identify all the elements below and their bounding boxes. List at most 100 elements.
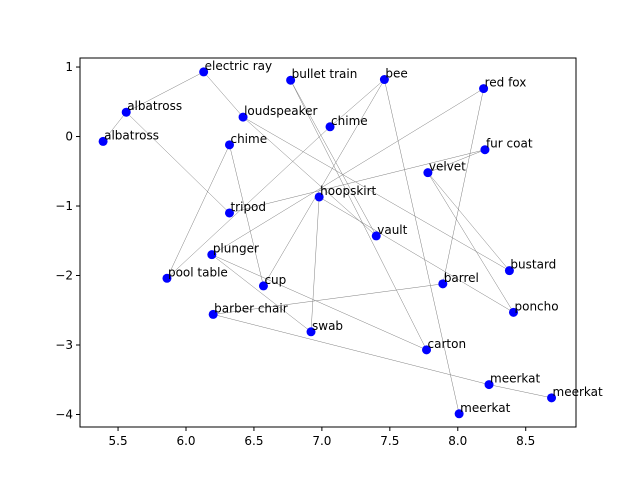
data-point <box>121 107 131 117</box>
data-point <box>98 136 108 146</box>
data-point <box>422 345 432 355</box>
y-tick-label: −1 <box>55 199 73 213</box>
data-point <box>479 84 489 94</box>
data-point <box>325 122 335 132</box>
data-point <box>423 168 433 178</box>
data-point <box>258 281 268 291</box>
data-point <box>379 75 389 85</box>
point-label: fur coat <box>486 137 533 151</box>
data-point <box>306 327 316 337</box>
point-label: chime <box>230 132 267 146</box>
point-label: albatross <box>127 99 182 113</box>
point-label: pool table <box>168 265 228 279</box>
edge-line <box>310 196 320 332</box>
edge-line <box>290 80 427 350</box>
data-point <box>480 145 490 155</box>
data-point <box>454 409 464 419</box>
data-point <box>314 192 324 202</box>
data-point <box>208 309 218 319</box>
x-tick-label: 6.0 <box>176 434 195 448</box>
point-label: albatross <box>104 128 159 142</box>
data-point <box>199 67 209 77</box>
x-tick-label: 7.5 <box>380 434 399 448</box>
point-layer <box>98 67 557 419</box>
point-label: barrel <box>444 271 479 285</box>
edge-line <box>166 126 331 279</box>
x-tick-label: 6.5 <box>244 434 263 448</box>
edge-line <box>102 112 127 142</box>
point-label: plunger <box>213 242 259 256</box>
y-tick-label: −4 <box>55 407 73 421</box>
edge-line <box>211 254 312 332</box>
data-point <box>504 266 514 276</box>
edge-line <box>166 144 230 279</box>
x-tick-label: 8.5 <box>516 434 535 448</box>
data-point <box>286 75 296 85</box>
edge-line <box>211 254 427 351</box>
point-label: meerkat <box>553 385 603 399</box>
data-point <box>508 307 518 317</box>
data-point <box>547 393 557 403</box>
edge-line <box>427 172 510 271</box>
data-point <box>162 273 172 283</box>
edge-line <box>290 80 377 237</box>
y-axis: 1 0 −1 −2 −3 −4 <box>55 60 80 421</box>
data-point <box>224 140 234 150</box>
point-label: loudspeaker <box>244 104 317 118</box>
x-tick-label: 7.0 <box>312 434 331 448</box>
point-label: hoopskirt <box>320 184 376 198</box>
data-point <box>238 112 248 122</box>
x-tick-label: 8.0 <box>448 434 467 448</box>
edge-line <box>229 149 486 214</box>
edge-line <box>213 314 490 385</box>
point-label: electric ray <box>205 59 272 73</box>
x-tick-label: 5.5 <box>109 434 128 448</box>
data-point <box>207 250 217 260</box>
y-tick-label: −3 <box>55 338 73 352</box>
edge-line <box>329 79 385 127</box>
point-label: cup <box>264 273 286 287</box>
edge-line <box>203 71 244 118</box>
edge-line <box>242 116 510 271</box>
edge-line <box>442 88 484 284</box>
point-label: tripod <box>230 200 266 214</box>
data-point <box>484 380 494 390</box>
point-label: velvet <box>429 160 466 174</box>
edge-line <box>427 172 514 313</box>
data-point <box>371 231 381 241</box>
point-label: bustard <box>510 258 556 272</box>
edge-line <box>242 116 377 237</box>
edge-line <box>229 144 264 286</box>
point-label: barber chair <box>214 301 288 315</box>
point-label: bee <box>385 67 407 81</box>
point-label-layer: electric ray bullet train bee red fox albatr… <box>104 59 603 415</box>
point-label: red fox <box>485 76 527 90</box>
point-label: poncho <box>514 299 558 313</box>
edge-line <box>213 283 443 315</box>
point-label: meerkat <box>490 372 540 386</box>
edge-line <box>427 149 486 173</box>
data-point <box>438 279 448 289</box>
edge-line <box>384 79 460 414</box>
edge-line <box>126 112 230 214</box>
edge-line <box>319 196 514 313</box>
y-tick-label: 0 <box>65 130 73 144</box>
plot-frame <box>79 57 577 428</box>
data-point <box>224 208 234 218</box>
point-label: meerkat <box>460 401 510 415</box>
point-label: carton <box>428 337 467 351</box>
x-axis: 5.5 6.0 6.5 7.0 7.5 8.0 8.5 <box>109 427 535 448</box>
y-tick-label: 1 <box>65 60 73 74</box>
y-tick-label: −2 <box>55 269 73 283</box>
point-label: bullet train <box>292 67 358 81</box>
point-label: chime <box>331 114 368 128</box>
point-label: swab <box>312 319 343 333</box>
edge-line <box>488 384 552 399</box>
point-label: vault <box>377 223 407 237</box>
edge-line <box>263 79 385 287</box>
edge-line <box>211 88 484 255</box>
edge-layer <box>102 71 552 414</box>
edge-line <box>126 71 204 113</box>
